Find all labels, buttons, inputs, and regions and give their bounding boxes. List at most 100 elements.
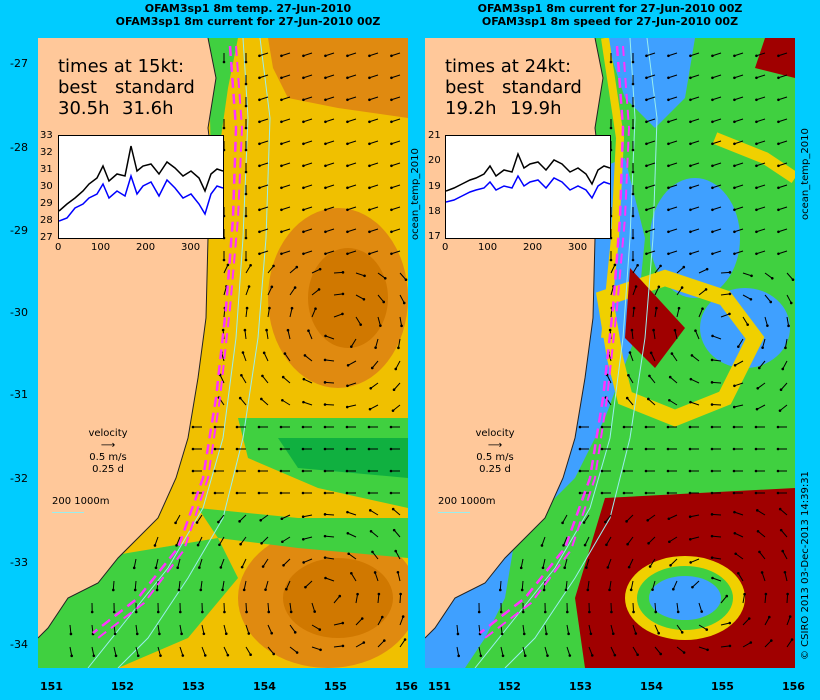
current-arrow-head: [257, 491, 261, 495]
current-arrow: [397, 338, 401, 348]
current-arrow-head: [767, 615, 771, 619]
current-arrow-head: [346, 142, 349, 146]
current-arrow: [646, 206, 656, 211]
current-arrow-head: [346, 98, 349, 102]
current-arrow-head: [647, 397, 650, 401]
inset-xtick: 0: [55, 242, 62, 253]
current-arrow: [778, 118, 788, 123]
current-arrow-head: [324, 76, 327, 80]
current-arrow: [324, 381, 335, 384]
lon-label: 153: [182, 680, 205, 693]
current-arrow: [370, 530, 379, 538]
current-arrow: [690, 140, 700, 145]
current-arrow-head: [390, 76, 393, 80]
current-arrow-head: [346, 208, 349, 212]
current-arrow-head: [257, 469, 261, 473]
current-arrow-head: [645, 120, 648, 124]
current-arrow-head: [733, 364, 737, 367]
standard-route: [484, 45, 631, 639]
current-arrow: [325, 335, 335, 340]
current-arrow-head: [755, 142, 758, 146]
current-arrow-head: [769, 639, 773, 642]
current-arrow-head: [733, 252, 736, 256]
current-arrow: [690, 206, 700, 211]
current-arrow-head: [776, 425, 780, 429]
current-arrow-head: [258, 230, 261, 234]
current-arrow: [241, 558, 247, 568]
current-arrow: [522, 646, 526, 656]
right-inset-chart: [445, 135, 611, 239]
current-arrow: [266, 330, 269, 340]
current-arrow: [712, 250, 722, 255]
current-arrow-head: [749, 641, 753, 644]
current-arrow: [690, 184, 700, 189]
current-arrow-head: [368, 407, 372, 411]
current-arrow-head: [368, 76, 371, 80]
current-arrow: [355, 316, 362, 325]
current-arrow: [742, 594, 746, 604]
current-arrow: [756, 206, 766, 211]
current-arrow-head: [285, 587, 288, 591]
current-arrow-head: [359, 323, 362, 326]
current-arrow-head: [689, 98, 692, 102]
current-arrow: [311, 308, 316, 318]
current-arrow-head: [542, 588, 546, 592]
current-arrow: [369, 250, 379, 255]
current-arrow: [690, 118, 700, 123]
current-arrow-head: [302, 76, 305, 80]
current-arrow-head: [600, 447, 604, 451]
lon-label: 156: [395, 680, 418, 693]
current-arrow-head: [293, 286, 297, 289]
current-arrow: [544, 624, 547, 634]
current-arrow: [157, 646, 161, 656]
current-arrow: [782, 360, 788, 370]
current-arrow-head: [392, 528, 396, 532]
current-arrow-head: [303, 354, 307, 357]
lon-label: 155: [711, 680, 734, 693]
current-arrow-head: [390, 208, 393, 212]
current-arrow: [698, 268, 708, 274]
current-arrow-head: [578, 447, 582, 451]
current-arrow-head: [644, 447, 648, 451]
current-arrow-head: [318, 267, 322, 271]
current-arrow: [289, 287, 296, 296]
current-arrow-head: [281, 375, 285, 379]
current-arrow: [303, 536, 313, 540]
current-arrow: [698, 289, 707, 296]
current-arrow: [245, 265, 252, 274]
current-arrow-head: [279, 447, 283, 451]
current-arrow: [325, 118, 335, 123]
current-arrow: [201, 624, 205, 634]
current-arrow: [399, 272, 407, 281]
current-arrow: [267, 265, 274, 274]
current-arrow-head: [733, 142, 736, 146]
current-arrow-head: [784, 346, 787, 350]
current-arrow-head: [390, 186, 393, 190]
right-velocity-legend: velocity ⟶ 0.5 m/s 0.25 d: [465, 428, 525, 476]
current-arrow: [289, 266, 298, 274]
current-arrow: [375, 338, 379, 348]
current-arrow: [281, 140, 291, 145]
current-arrow-head: [711, 98, 714, 102]
current-arrow: [764, 616, 770, 626]
current-arrow-head: [323, 534, 327, 538]
current-arrow: [259, 184, 269, 189]
left-best-time: 30.5h: [58, 98, 110, 119]
current-arrow: [692, 580, 700, 588]
current-arrow: [133, 558, 137, 568]
current-arrow: [737, 573, 744, 582]
right-side-label: ocean_temp_2010: [800, 128, 811, 220]
current-arrow-head: [201, 610, 204, 614]
current-arrow-head: [777, 164, 780, 168]
current-arrow: [690, 536, 700, 540]
current-arrow-head: [259, 518, 263, 522]
current-arrow-head: [213, 491, 217, 495]
current-arrow: [245, 646, 252, 655]
current-arrow: [355, 272, 365, 277]
current-arrow-head: [756, 529, 760, 533]
current-arrow-head: [341, 312, 344, 316]
current-arrow: [712, 140, 722, 145]
inset-xtick: 100: [91, 242, 111, 253]
inset-xtick: 300: [568, 242, 588, 253]
current-arrow-head: [667, 186, 670, 190]
